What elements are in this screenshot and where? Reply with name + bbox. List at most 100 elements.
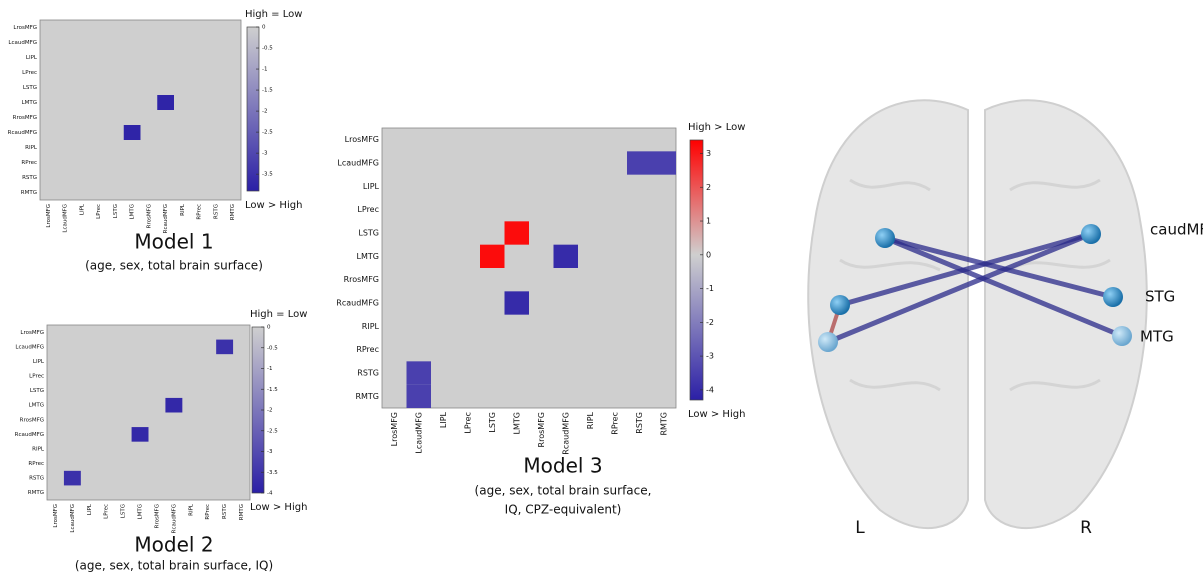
colorbar-tick-label: -3.5	[267, 470, 278, 476]
row-label: LcaudMFG	[337, 159, 379, 168]
chart-subtitle: (age, sex, total brain surface, IQ)	[75, 559, 273, 573]
colorbar-tick-label: -3	[267, 449, 273, 455]
row-label: RrosMFG	[20, 417, 44, 423]
cell	[627, 151, 652, 174]
node	[1103, 287, 1123, 307]
column-label: LPrec	[104, 504, 110, 519]
colorbar-tick-label: -1.5	[267, 387, 278, 393]
cell	[505, 291, 530, 314]
column-label: RrosMFG	[154, 504, 160, 528]
row-label: RrosMFG	[344, 275, 379, 284]
chart-subtitle: IQ, CPZ-equivalent)	[505, 503, 622, 517]
column-label: RIPL	[188, 503, 194, 516]
column-label: RrosMFG	[537, 412, 546, 447]
column-label: RcaudMFG	[561, 412, 570, 455]
colorbar-tick-label: -0.5	[267, 345, 278, 351]
row-label: LSTG	[23, 85, 37, 91]
colorbar-tick-label: -3	[262, 151, 268, 157]
row-label: LSTG	[30, 388, 44, 394]
left-hemisphere	[808, 100, 968, 528]
column-label: RMTG	[230, 204, 236, 220]
colorbar-bottom-label: Low > High	[250, 502, 307, 513]
row-label: RMTG	[21, 190, 37, 196]
column-label: RPrec	[197, 204, 203, 220]
node	[1112, 326, 1132, 346]
column-label: RrosMFG	[146, 204, 152, 228]
column-label: LcaudMFG	[70, 504, 76, 533]
colorbar-tick-label: -4	[706, 385, 714, 394]
row-label: LcaudMFG	[15, 344, 44, 350]
column-label: LIPL	[439, 411, 448, 428]
row-label: LSTG	[358, 229, 379, 238]
column-label: RIPL	[180, 203, 186, 216]
row-label: LMTG	[29, 403, 44, 409]
row-label: RIPL	[32, 446, 45, 452]
row-label: LMTG	[357, 252, 379, 261]
colorbar-tick-label: 3	[706, 149, 711, 158]
cell	[407, 361, 432, 384]
column-label: RSTG	[213, 204, 219, 219]
row-label: RSTG	[29, 476, 44, 482]
column-label: LSTG	[488, 412, 497, 433]
row-label: LrosMFG	[345, 135, 379, 144]
chart-title: Model 3	[523, 454, 602, 478]
colorbar-tick-label: -1	[262, 67, 267, 73]
colorbar-top-label: High > Low	[688, 122, 745, 133]
row-label: RSTG	[357, 369, 379, 378]
colorbar-tick-label: -4	[267, 491, 273, 497]
colorbar-tick-label: -2.5	[267, 428, 278, 434]
column-label: LMTG	[138, 504, 144, 519]
column-label: RSTG	[222, 504, 228, 519]
row-label: LMTG	[22, 100, 37, 106]
column-label: LIPL	[79, 203, 85, 215]
row-label: RMTG	[355, 392, 379, 401]
colorbar-bottom-label: Low > High	[688, 409, 745, 420]
column-label: LMTG	[512, 412, 521, 434]
colorbar-tick-label: -1	[267, 366, 272, 372]
colorbar-tick-label: 0	[262, 25, 266, 31]
chart-title: Model 1	[134, 230, 213, 254]
colorbar-tick-label: -3.5	[262, 172, 273, 178]
cell	[480, 245, 505, 268]
colorbar-tick-label: -1.5	[262, 88, 273, 94]
column-label: LrosMFG	[46, 204, 52, 228]
colorbar-top-label: High = Low	[245, 9, 302, 20]
column-label: LPrec	[463, 412, 472, 434]
node	[875, 228, 895, 248]
row-label: LPrec	[22, 70, 37, 76]
node	[830, 295, 850, 315]
row-label: LIPL	[363, 182, 380, 191]
column-label: LIPL	[87, 503, 93, 515]
cell	[652, 151, 677, 174]
column-label: LSTG	[121, 504, 127, 518]
colorbar	[247, 27, 259, 191]
cell	[132, 427, 149, 442]
region-label: MTG	[1140, 328, 1174, 346]
column-label: RMTG	[239, 504, 245, 520]
cell	[165, 398, 182, 413]
cell	[554, 245, 579, 268]
column-label: RPrec	[610, 412, 619, 435]
matrix-background	[40, 20, 241, 200]
column-label: RMTG	[659, 412, 668, 436]
row-label: RcaudMFG	[8, 130, 37, 136]
column-label: LcaudMFG	[63, 204, 69, 233]
colorbar-tick-label: -2	[262, 109, 267, 115]
row-label: LIPL	[26, 55, 38, 61]
row-label: RIPL	[25, 145, 38, 151]
row-label: LrosMFG	[20, 330, 44, 336]
row-label: LIPL	[33, 359, 45, 365]
column-label: LrosMFG	[53, 504, 59, 528]
cell	[124, 125, 141, 140]
colorbar-tick-label: 2	[706, 183, 711, 192]
cell	[64, 471, 81, 486]
node	[818, 332, 838, 352]
column-label: LrosMFG	[390, 412, 399, 446]
colorbar-tick-label: -2	[706, 318, 714, 327]
colorbar-bottom-label: Low > High	[245, 200, 302, 211]
row-label: LrosMFG	[13, 25, 37, 31]
row-label: RSTG	[22, 175, 37, 181]
chart-subtitle: (age, sex, total brain surface)	[85, 259, 263, 273]
heatmap: LrosMFGLrosMFGLcaudMFGLcaudMFGLIPLLIPLLP…	[336, 122, 745, 517]
colorbar-tick-label: -1	[706, 284, 714, 293]
